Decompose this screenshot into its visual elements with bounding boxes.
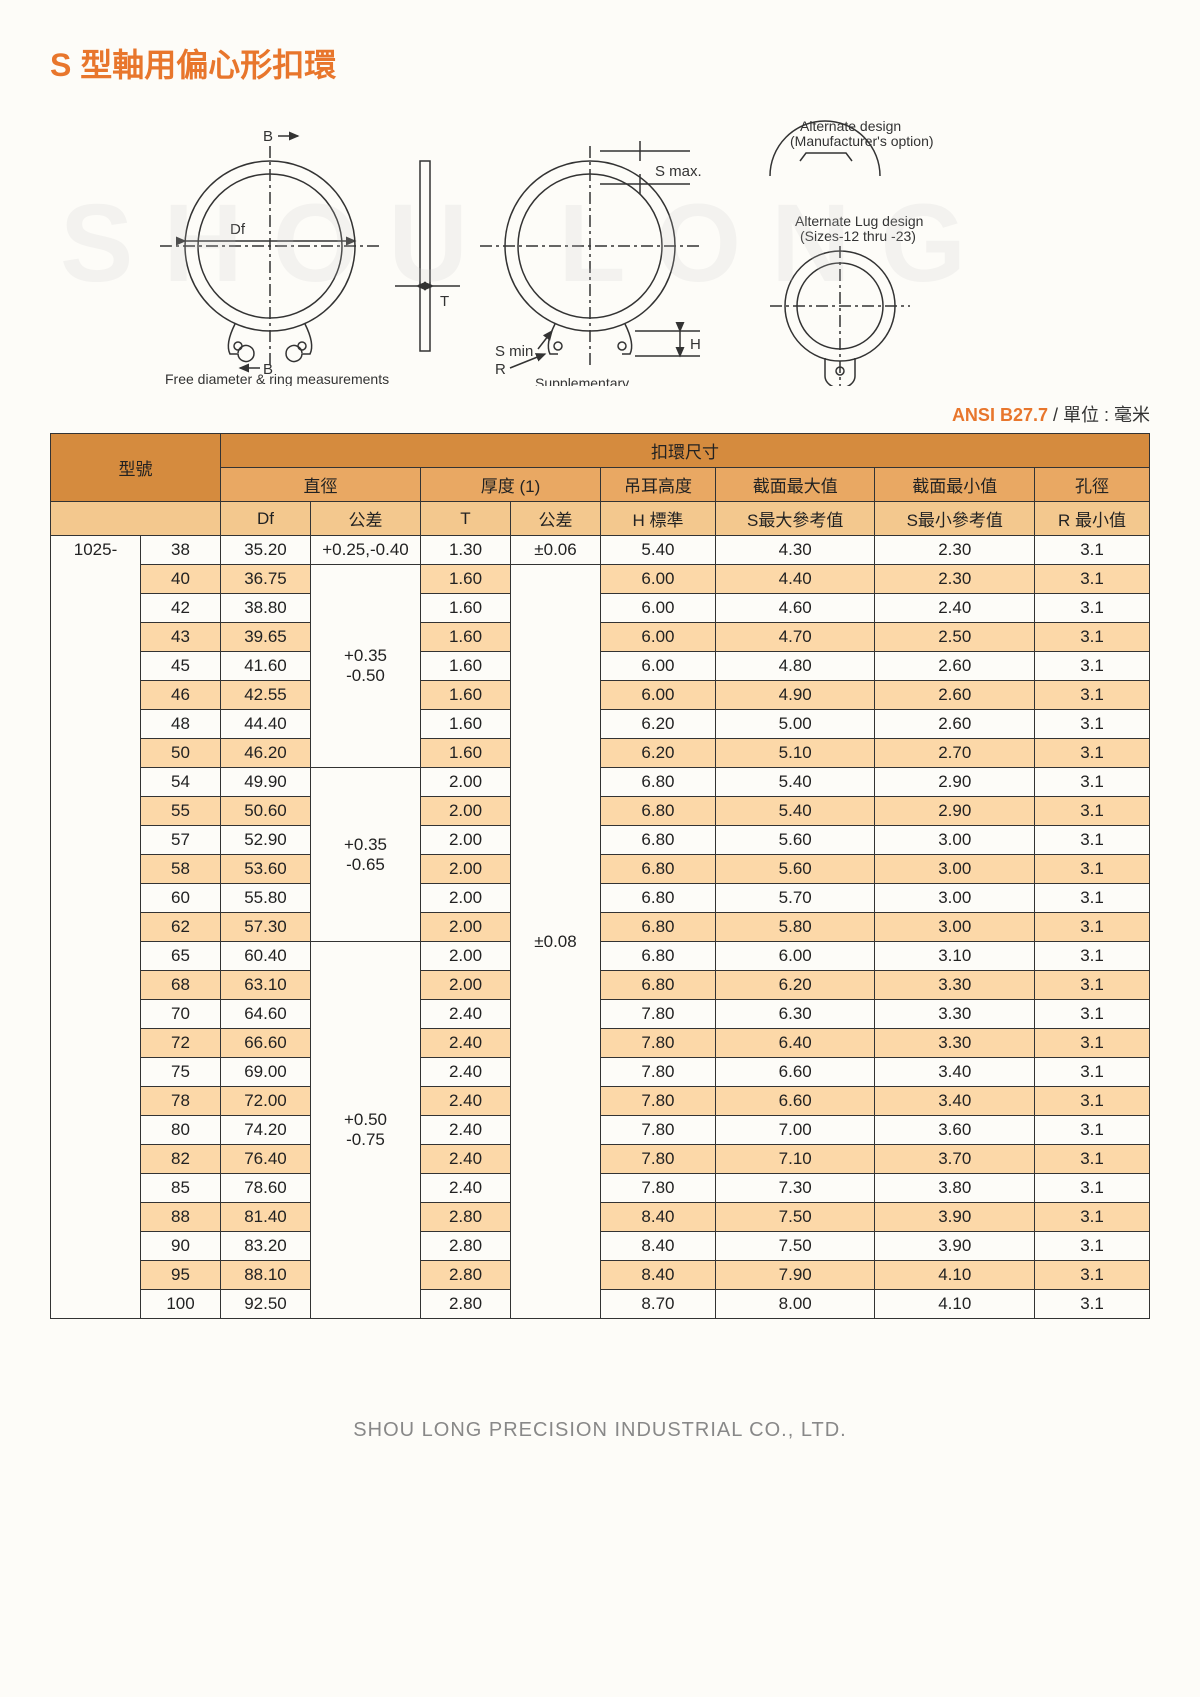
table-row: 8881.402.808.407.503.903.1	[51, 1203, 1150, 1232]
dimensions-table: 型號 扣環尺寸 直徑 厚度 (1) 吊耳高度 截面最大值 截面最小值 孔徑 Df…	[50, 433, 1150, 1319]
table-row: 5752.902.006.805.603.003.1	[51, 826, 1150, 855]
table-row: 8074.202.407.807.003.603.1	[51, 1116, 1150, 1145]
table-row: 4541.601.606.004.802.603.1	[51, 652, 1150, 681]
hdr-h: H 標準	[601, 502, 716, 536]
hdr-blank	[51, 502, 221, 536]
table-row: 9083.202.808.407.503.903.1	[51, 1232, 1150, 1261]
table-row: 9588.102.808.407.904.103.1	[51, 1261, 1150, 1290]
hdr-thickness: 厚度 (1)	[421, 468, 601, 502]
hdr-t: T	[421, 502, 511, 536]
table-row: 5449.90+0.35 -0.652.006.805.402.903.1	[51, 768, 1150, 797]
svg-text:T: T	[440, 293, 449, 310]
table-row: 7872.002.407.806.603.403.1	[51, 1087, 1150, 1116]
hdr-tol1: 公差	[311, 502, 421, 536]
table-row: 1025-3835.20+0.25,-0.401.30±0.065.404.30…	[51, 536, 1150, 565]
hdr-secmin: 截面最小值	[875, 468, 1035, 502]
table-row: 4642.551.606.004.902.603.1	[51, 681, 1150, 710]
table-row: 7569.002.407.806.603.403.1	[51, 1058, 1150, 1087]
hdr-ringdim: 扣環尺寸	[221, 434, 1150, 468]
svg-text:Alternate design: Alternate design	[800, 118, 901, 134]
table-row: 6257.302.006.805.803.003.1	[51, 913, 1150, 942]
table-row: 4339.651.606.004.702.503.1	[51, 623, 1150, 652]
table-row: 8578.602.407.807.303.803.1	[51, 1174, 1150, 1203]
table-row: 4844.401.606.205.002.603.1	[51, 710, 1150, 739]
ansi-spec: ANSI B27.7	[952, 405, 1048, 425]
hdr-secmax: 截面最大值	[715, 468, 875, 502]
svg-text:Free diameter & ring measureme: Free diameter & ring measurements	[165, 371, 389, 386]
table-row: 6055.802.006.805.703.003.1	[51, 884, 1150, 913]
table-body: 1025-3835.20+0.25,-0.401.30±0.065.404.30…	[51, 536, 1150, 1319]
hdr-smax: S最大參考值	[715, 502, 875, 536]
svg-text:R: R	[495, 361, 506, 378]
hdr-hole: 孔徑	[1035, 468, 1150, 502]
spec-line: ANSI B27.7 / 單位 : 毫米	[50, 401, 1150, 427]
hdr-r: R 最小值	[1035, 502, 1150, 536]
page-title: S 型軸用偏心形扣環	[50, 40, 1150, 86]
table-row: 6863.102.006.806.203.303.1	[51, 971, 1150, 1000]
table-row: 5550.602.006.805.402.903.1	[51, 797, 1150, 826]
hdr-df: Df	[221, 502, 311, 536]
svg-text:Df: Df	[230, 221, 246, 238]
svg-text:S min: S min	[495, 343, 533, 360]
svg-text:H: H	[690, 336, 701, 353]
svg-text:Alternate Lug design: Alternate Lug design	[795, 213, 923, 229]
table-row: 7266.602.407.806.403.303.1	[51, 1029, 1150, 1058]
hdr-diameter: 直徑	[221, 468, 421, 502]
table-row: 10092.502.808.708.004.103.1	[51, 1290, 1150, 1319]
unit-label: / 單位 : 毫米	[1048, 405, 1150, 425]
company-footer: SHOU LONG PRECISION INDUSTRIAL CO., LTD.	[50, 1419, 1150, 1442]
hdr-model: 型號	[51, 434, 221, 502]
svg-text:(Sizes-12 thru -23): (Sizes-12 thru -23)	[800, 228, 916, 244]
table-row: 4238.801.606.004.602.403.1	[51, 594, 1150, 623]
table-row: 5853.602.006.805.603.003.1	[51, 855, 1150, 884]
table-row: 7064.602.407.806.303.303.1	[51, 1000, 1150, 1029]
table-row: 8276.402.407.807.103.703.1	[51, 1145, 1150, 1174]
hdr-lug: 吊耳高度	[601, 468, 716, 502]
table-row: 4036.75+0.35 -0.501.60±0.086.004.402.303…	[51, 565, 1150, 594]
table-row: 5046.201.606.205.102.703.1	[51, 739, 1150, 768]
svg-text:B: B	[263, 128, 273, 145]
technical-diagram: Df B B T Free diameter & ring measuremen…	[100, 106, 1100, 386]
table-row: 6560.40+0.50 -0.752.006.806.003.103.1	[51, 942, 1150, 971]
hdr-tol2: 公差	[511, 502, 601, 536]
svg-text:S max.: S max.	[655, 163, 702, 180]
svg-text:Supplementary: Supplementary	[535, 375, 629, 386]
hdr-smin: S最小參考值	[875, 502, 1035, 536]
